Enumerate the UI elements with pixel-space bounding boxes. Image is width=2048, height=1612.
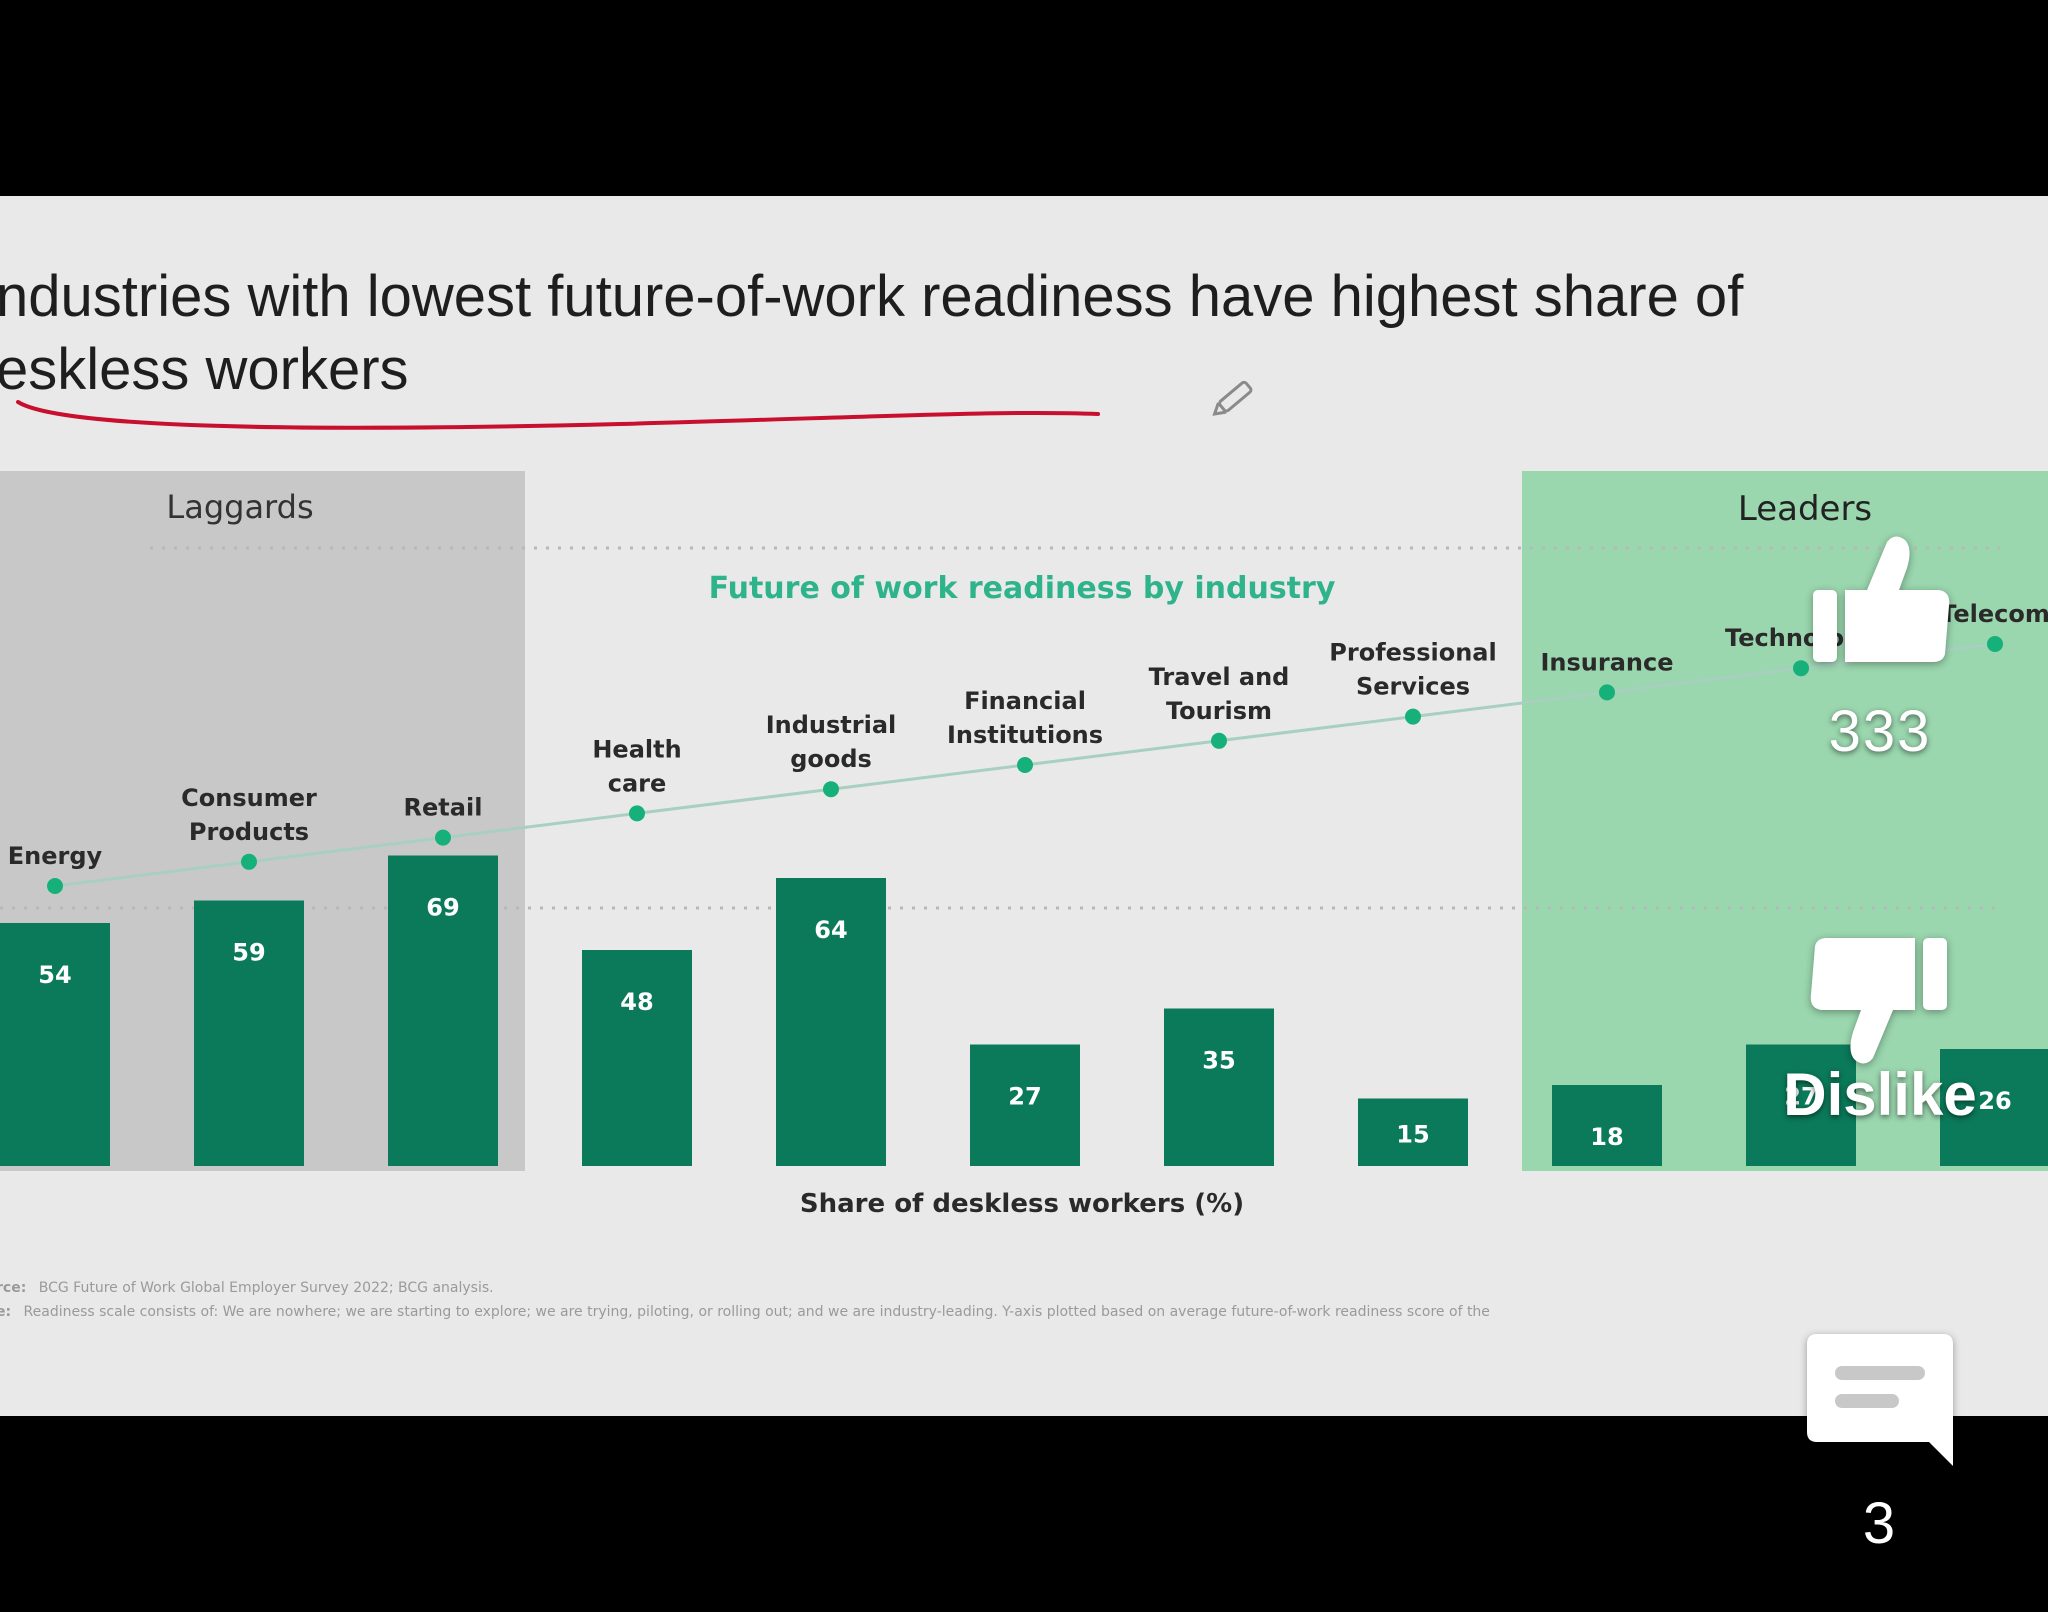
bar-value-5: 27	[1008, 1083, 1041, 1111]
source-text: BCG Future of Work Global Employer Surve…	[39, 1280, 494, 1296]
bar-value-0: 54	[38, 961, 71, 989]
zone-label-laggards: Laggards	[166, 488, 313, 526]
category-label-4-1: goods	[790, 745, 872, 773]
note-text: Readiness scale consists of: We are nowh…	[24, 1304, 1490, 1320]
category-label-5-0: Financial	[964, 687, 1086, 715]
readiness-dot-0	[47, 878, 63, 894]
bar-value-8: 18	[1590, 1123, 1623, 1151]
note-line: e: Readiness scale consists of: We are n…	[0, 1304, 1490, 1320]
readiness-dot-9	[1793, 660, 1809, 677]
bar-6	[1164, 1008, 1274, 1166]
annotation-underline	[16, 400, 1100, 430]
bar-value-4: 64	[814, 916, 847, 944]
bar-value-2: 69	[426, 894, 459, 922]
slide-title-line2: eskless workers	[0, 337, 409, 402]
category-label-2-0: Retail	[404, 794, 483, 822]
category-label-3-1: care	[608, 769, 667, 797]
category-label-0-0: Energy	[8, 842, 103, 870]
category-label-1-1: Products	[189, 818, 309, 846]
readiness-dot-5	[1017, 757, 1033, 773]
bar-2	[388, 855, 498, 1166]
bar-value-6: 35	[1202, 1047, 1235, 1075]
pencil-icon[interactable]	[1211, 380, 1253, 418]
readiness-dot-6	[1211, 732, 1227, 749]
like-control[interactable]: 333	[1770, 530, 1990, 765]
category-label-10-0: Telecom	[1940, 600, 2048, 628]
note-label: e:	[0, 1304, 11, 1320]
category-label-1-0: Consumer	[181, 784, 317, 812]
bar-4	[776, 878, 886, 1166]
bar-value-9: 27	[1784, 1083, 1817, 1111]
bar-9	[1746, 1044, 1856, 1166]
bar-value-1: 59	[232, 939, 265, 967]
bar-10	[1940, 1049, 2048, 1166]
readiness-dot-2	[435, 829, 451, 846]
dislike-control[interactable]: Dislike	[1770, 938, 1990, 1129]
zone-label-leaders: Leaders	[1738, 489, 1872, 529]
comment-icon[interactable]	[1805, 1330, 1955, 1470]
bar-1	[194, 900, 304, 1166]
source-label: rce:	[0, 1280, 26, 1296]
readiness-dot-7	[1405, 708, 1421, 725]
bar-0	[0, 923, 110, 1166]
category-label-6-0: Travel and	[1149, 663, 1290, 691]
bar-value-3: 48	[620, 988, 653, 1016]
bar-value-7: 15	[1396, 1120, 1429, 1148]
bar-8	[1552, 1085, 1662, 1166]
x-axis-label: Share of deskless workers (%)	[800, 1189, 1244, 1219]
readiness-dot-4	[823, 781, 839, 798]
readiness-dot-3	[629, 805, 645, 822]
category-label-7-0: Professional	[1329, 639, 1496, 667]
comment-count: 3	[1862, 1491, 1898, 1556]
category-label-4-0: Industrial	[766, 711, 897, 739]
source-line: rce: BCG Future of Work Global Employer …	[0, 1280, 494, 1296]
category-label-8-0: Insurance	[1540, 648, 1673, 676]
thumbs-down-icon[interactable]	[1805, 938, 1955, 1078]
category-label-7-1: Services	[1356, 673, 1470, 701]
category-label-5-1: Institutions	[947, 721, 1103, 749]
like-count: 333	[1828, 699, 1932, 764]
thumbs-up-icon[interactable]	[1805, 530, 1955, 670]
bar-value-10: 26	[1978, 1087, 2011, 1115]
bar-3	[582, 950, 692, 1166]
category-label-3-0: Health	[592, 735, 681, 763]
readiness-dot-10	[1987, 636, 2003, 652]
slide: ndustries with lowest future-of-work rea…	[0, 196, 2048, 1416]
line-chart-title: Future of work readiness by industry	[709, 571, 1336, 606]
slide-chart: ndustries with lowest future-of-work rea…	[0, 264, 2048, 1320]
bar-5	[970, 1044, 1080, 1166]
bar-7	[1358, 1098, 1468, 1166]
readiness-dot-1	[241, 853, 257, 870]
dislike-label: Dislike	[1783, 1061, 1977, 1128]
slide-title-line1: ndustries with lowest future-of-work rea…	[0, 264, 1744, 329]
readiness-dot-8	[1599, 684, 1615, 701]
comment-control[interactable]: 3	[1770, 1330, 1990, 1557]
category-label-6-1: Tourism	[1166, 697, 1272, 725]
